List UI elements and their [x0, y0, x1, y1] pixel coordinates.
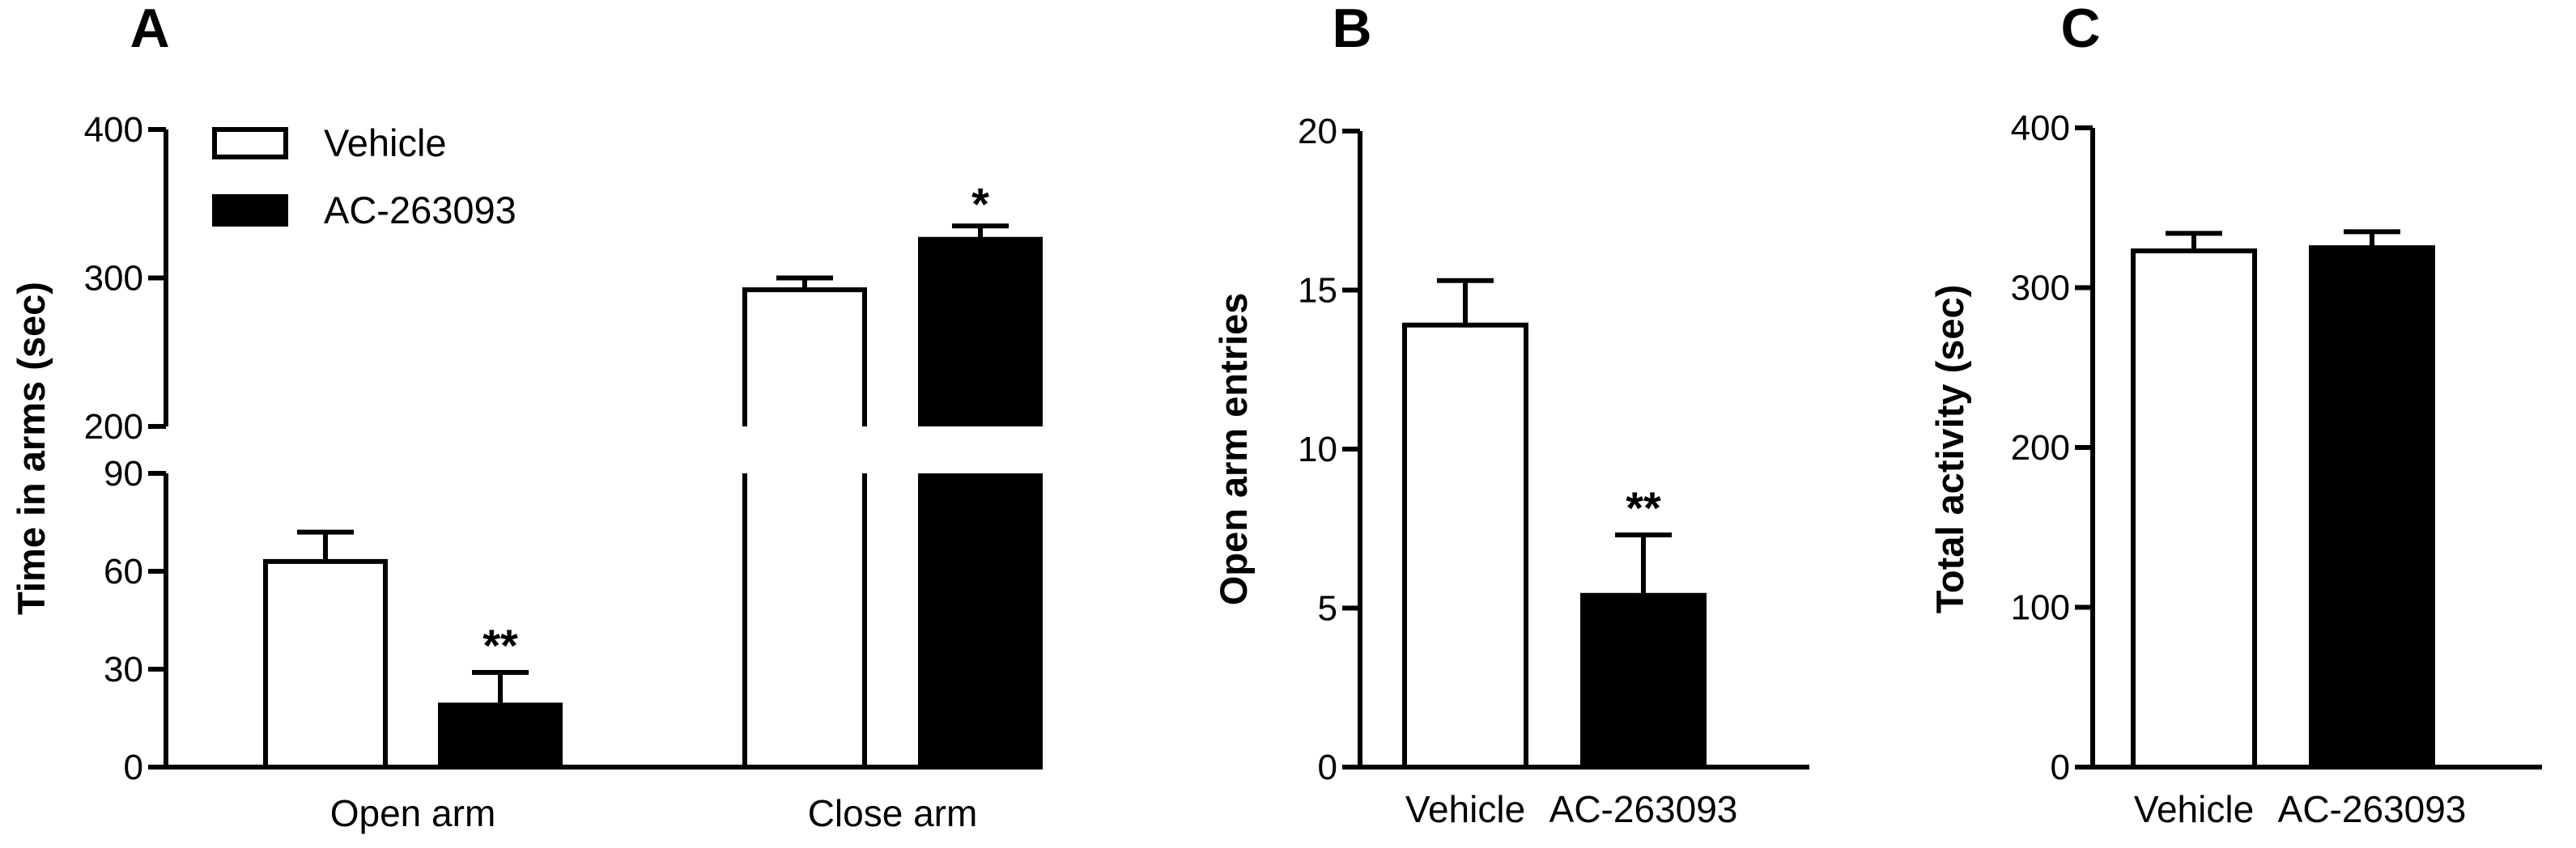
panel-c-y-label: Total activity (sec) [1928, 285, 1971, 614]
panel-a-bar-open-arm-ac-263093 [438, 702, 563, 770]
panel-b-y-label: Open arm entries [1212, 293, 1255, 606]
panel-b-bar-ac-263093-significance: ** [1626, 482, 1661, 533]
panel-c-tick-label-100: 100 [2011, 588, 2070, 628]
legend-label-vehicle: Vehicle [324, 121, 447, 164]
panel-b-label: B [1332, 0, 1371, 59]
panel-a-tick-label-400: 400 [84, 110, 143, 150]
panel-c-tick-label-400: 400 [2011, 108, 2070, 148]
panel-a-tick-label-200: 200 [84, 407, 143, 447]
panel-c-tick-label-0: 0 [2051, 748, 2070, 787]
legend-swatch-ac-263093 [212, 194, 288, 227]
panel-a-category-close-arm: Close arm [808, 792, 978, 834]
panel-c-tick-label-300: 300 [2011, 269, 2070, 308]
panel-b-bar-ac-263093 [1580, 592, 1707, 770]
panel-c-bar-ac-263093 [2309, 245, 2435, 770]
panel-b-category-vehicle: Vehicle [1405, 788, 1525, 830]
panel-a-tick-label-0: 0 [124, 748, 143, 787]
panel-a-bar-close-arm-vehicle-lower [742, 473, 867, 770]
panel-a-bar-close-arm-ac-263093-significance: * [971, 178, 989, 229]
panel-a-tick-label-60: 60 [104, 552, 143, 591]
panel-b-tick-label-20: 20 [1298, 112, 1337, 151]
panel-c-category-vehicle: Vehicle [2134, 788, 2254, 830]
panel-b-category-ac-263093: AC-263093 [1549, 788, 1738, 830]
panel-a-bar-close-arm-ac-263093-lower [918, 473, 1043, 770]
panel-a-y-label: Time in arms (sec) [10, 282, 53, 615]
panel-c-bar-vehicle [2131, 248, 2257, 770]
panel-a-tick-label-300: 300 [84, 259, 143, 299]
panel-a-bar-open-arm-vehicle [263, 558, 388, 770]
panel-c-label: C [2060, 0, 2100, 59]
panel-b-tick-label-0: 0 [1318, 748, 1337, 787]
panel-a-bar-close-arm-ac-263093-upper [918, 236, 1043, 426]
panel-b-tick-label-10: 10 [1298, 430, 1337, 469]
panel-b-tick-label-15: 15 [1298, 271, 1337, 311]
panel-a-tick-label-30: 30 [104, 650, 143, 689]
panel-b-tick-label-5: 5 [1318, 589, 1337, 629]
panel-a-category-open-arm: Open arm [330, 792, 496, 834]
panel-b-bar-vehicle [1402, 322, 1528, 770]
panel-a-label: A [130, 0, 169, 59]
panel-a-bar-open-arm-ac-263093-significance: ** [482, 620, 518, 671]
legend-label-ac-263093: AC-263093 [324, 189, 516, 231]
panel-c-category-ac-263093: AC-263093 [2278, 788, 2467, 830]
panel-c-tick-label-200: 200 [2011, 428, 2070, 468]
panel-a-bar-close-arm-vehicle-upper [742, 287, 867, 426]
legend-swatch-vehicle [212, 127, 288, 159]
panel-a-tick-label-90: 90 [104, 454, 143, 494]
